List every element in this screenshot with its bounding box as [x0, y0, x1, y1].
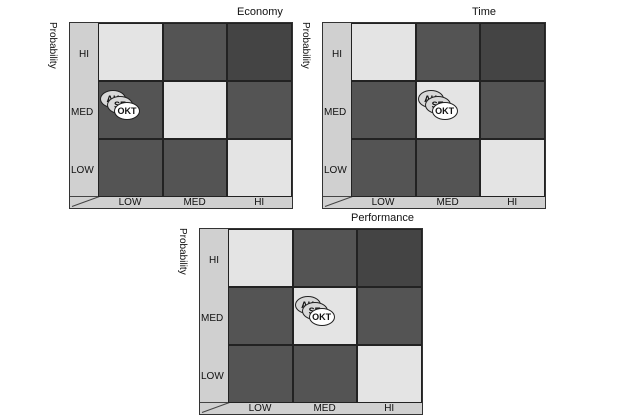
- cell-med-hi: [227, 81, 292, 139]
- y-axis-label: Probability: [47, 22, 58, 69]
- bubble-okt: OKT: [431, 102, 458, 120]
- col-label: MED: [183, 197, 206, 208]
- cell-hi-low: [98, 23, 163, 81]
- cell-low-low: [98, 139, 163, 197]
- row-label: MED: [201, 313, 224, 324]
- cell-low-med: [292, 345, 358, 403]
- col-label: LOW: [371, 197, 395, 208]
- matrix-grid: AKSEOKT: [228, 229, 422, 403]
- col-label: LOW: [248, 403, 272, 414]
- col-label: MED: [313, 403, 336, 414]
- matrix-grid: AKSEOKT: [351, 23, 545, 197]
- cell-low-low: [228, 345, 293, 403]
- cell-med-med: AKSEOKT: [415, 81, 481, 139]
- row-label: HI: [79, 49, 89, 60]
- matrix-title: Performance: [351, 212, 414, 224]
- cell-med-med: [162, 81, 228, 139]
- row-label: HI: [209, 255, 219, 266]
- row-label: MED: [71, 107, 94, 118]
- matrix-frame: AKSEOKT HI MED LOW LOW MED HI: [199, 228, 423, 415]
- matrix-time: Time Probability AKSEOKT HI MED LOW LOW MED HI: [300, 6, 546, 209]
- cell-med-low: [228, 287, 293, 345]
- cell-med-med: AKSEOKT: [292, 287, 358, 345]
- cell-hi-low: [351, 23, 416, 81]
- col-label: HI: [507, 197, 518, 208]
- cell-low-hi: [227, 139, 292, 197]
- cell-hi-low: [228, 229, 293, 287]
- cell-low-hi: [357, 345, 422, 403]
- row-label: LOW: [324, 165, 347, 176]
- cell-hi-hi: [227, 23, 292, 81]
- col-label: HI: [384, 403, 395, 414]
- row-label: HI: [332, 49, 342, 60]
- bubble-okt: OKT: [308, 308, 335, 326]
- matrix-title: Time: [472, 6, 497, 18]
- y-axis-label: Probability: [300, 22, 311, 69]
- cell-low-hi: [480, 139, 545, 197]
- cell-hi-med: [415, 23, 481, 81]
- matrix-frame: AKSEOKT HI MED LOW LOW MED HI: [322, 22, 546, 209]
- col-label: MED: [436, 197, 459, 208]
- cell-low-low: [351, 139, 416, 197]
- cell-med-hi: [357, 287, 422, 345]
- cell-hi-med: [162, 23, 228, 81]
- row-label: LOW: [201, 371, 224, 382]
- col-label: HI: [254, 197, 265, 208]
- matrix-performance: Performance Probability AKSEOKT HI MED LOW LOW…: [177, 212, 423, 415]
- cell-low-med: [162, 139, 228, 197]
- y-axis-label: Probability: [177, 228, 188, 275]
- cell-hi-med: [292, 229, 358, 287]
- row-label: LOW: [71, 165, 94, 176]
- cell-med-low: [351, 81, 416, 139]
- col-label: LOW: [118, 197, 142, 208]
- cell-med-low: AKSEOKT: [98, 81, 163, 139]
- matrix-title: Economy: [237, 6, 283, 18]
- row-label: MED: [324, 107, 347, 118]
- cell-hi-hi: [480, 23, 545, 81]
- cell-med-hi: [480, 81, 545, 139]
- cell-hi-hi: [357, 229, 422, 287]
- matrix-economy: Economy Probability AKSEOKT HI MED LOW LOW MED H…: [47, 6, 293, 209]
- matrix-frame: AKSEOKT HI MED LOW LOW MED HI: [69, 22, 293, 209]
- side-wall: [323, 23, 352, 197]
- bubble-okt: OKT: [114, 102, 140, 120]
- matrix-grid: AKSEOKT: [98, 23, 292, 197]
- cell-low-med: [415, 139, 481, 197]
